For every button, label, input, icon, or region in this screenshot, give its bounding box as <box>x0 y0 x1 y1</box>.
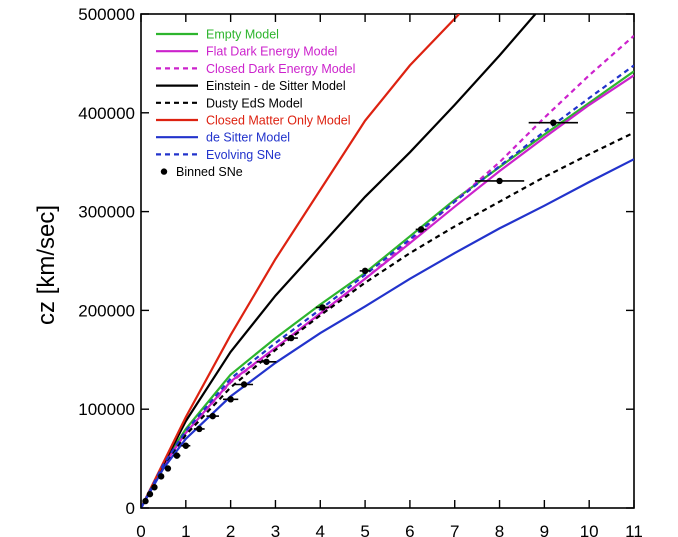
legend-label-4: Dusty EdS Model <box>206 96 303 110</box>
x-tick-label-3: 3 <box>271 522 280 537</box>
series-layer <box>141 14 634 508</box>
y-tick-label-3: 300000 <box>78 203 135 222</box>
legend-label-6: de Sitter Model <box>206 131 290 145</box>
data-point-10 <box>240 381 248 388</box>
x-tick-label-9: 9 <box>540 522 549 537</box>
legend: Empty Model Flat Dark Energy Model Closed … <box>156 28 355 179</box>
x-tick-label-8: 8 <box>495 522 504 537</box>
x-tick-label-11: 11 <box>625 522 643 537</box>
data-point-1 <box>146 490 154 498</box>
plot-border <box>140 13 635 509</box>
data-point-11 <box>263 358 270 365</box>
ticks-layer: 0 1 2 3 4 5 6 7 8 9 10 11 0 100000 200000 300000 400000 5… <box>78 5 643 537</box>
series-line-5 <box>141 14 460 508</box>
series-line-3 <box>141 14 537 508</box>
data-point-15 <box>417 226 425 233</box>
plot-frame <box>140 13 635 509</box>
y-tick-label-5: 500000 <box>78 5 135 24</box>
data-point-0 <box>142 497 149 505</box>
data-point-9 <box>227 396 234 403</box>
data-point-6 <box>182 442 190 449</box>
data-point-3 <box>157 473 165 480</box>
series-line-6 <box>141 158 634 508</box>
series-line-4 <box>141 131 634 508</box>
x-tick-label-0: 0 <box>136 522 145 537</box>
x-tick-label-4: 4 <box>316 522 325 537</box>
legend-swatch-binned-sne <box>160 168 168 175</box>
data-point-17 <box>550 119 557 126</box>
legend-label-2: Closed Dark Energy Model <box>206 62 355 76</box>
data-point-4 <box>164 465 172 472</box>
y-tick-label-0: 0 <box>126 499 135 518</box>
data-point-16 <box>496 177 503 185</box>
data-point-12 <box>287 334 295 342</box>
legend-label-5: Closed Matter Only Model <box>206 114 351 128</box>
legend-label-1: Flat Dark Energy Model <box>206 45 337 59</box>
data-point-14 <box>361 267 369 275</box>
data-point-2 <box>151 484 158 491</box>
x-tick-label-2: 2 <box>226 522 235 537</box>
x-tick-label-10: 10 <box>580 522 599 537</box>
y-tick-label-4: 400000 <box>78 104 135 123</box>
data-point-13 <box>319 304 326 311</box>
data-point-5 <box>173 452 181 459</box>
x-tick-label-7: 7 <box>450 522 459 537</box>
data-points-layer <box>142 119 578 505</box>
legend-label-binned-sne: Binned SNe <box>176 165 243 179</box>
data-point-8 <box>209 412 216 420</box>
y-tick-label-2: 200000 <box>78 301 135 320</box>
data-point-7 <box>196 425 203 433</box>
series-line-7 <box>141 64 634 508</box>
y-axis-label: cz [km/sec] <box>33 205 60 325</box>
x-tick-label-6: 6 <box>405 522 414 537</box>
series-line-2 <box>141 34 634 508</box>
x-tick-label-5: 5 <box>360 522 369 537</box>
y-tick-label-1: 100000 <box>78 400 135 419</box>
x-tick-label-1: 1 <box>181 522 190 537</box>
legend-label-0: Empty Model <box>206 28 279 42</box>
legend-label-3: Einstein - de Sitter Model <box>206 79 346 93</box>
legend-label-7: Evolving SNe <box>206 148 281 162</box>
